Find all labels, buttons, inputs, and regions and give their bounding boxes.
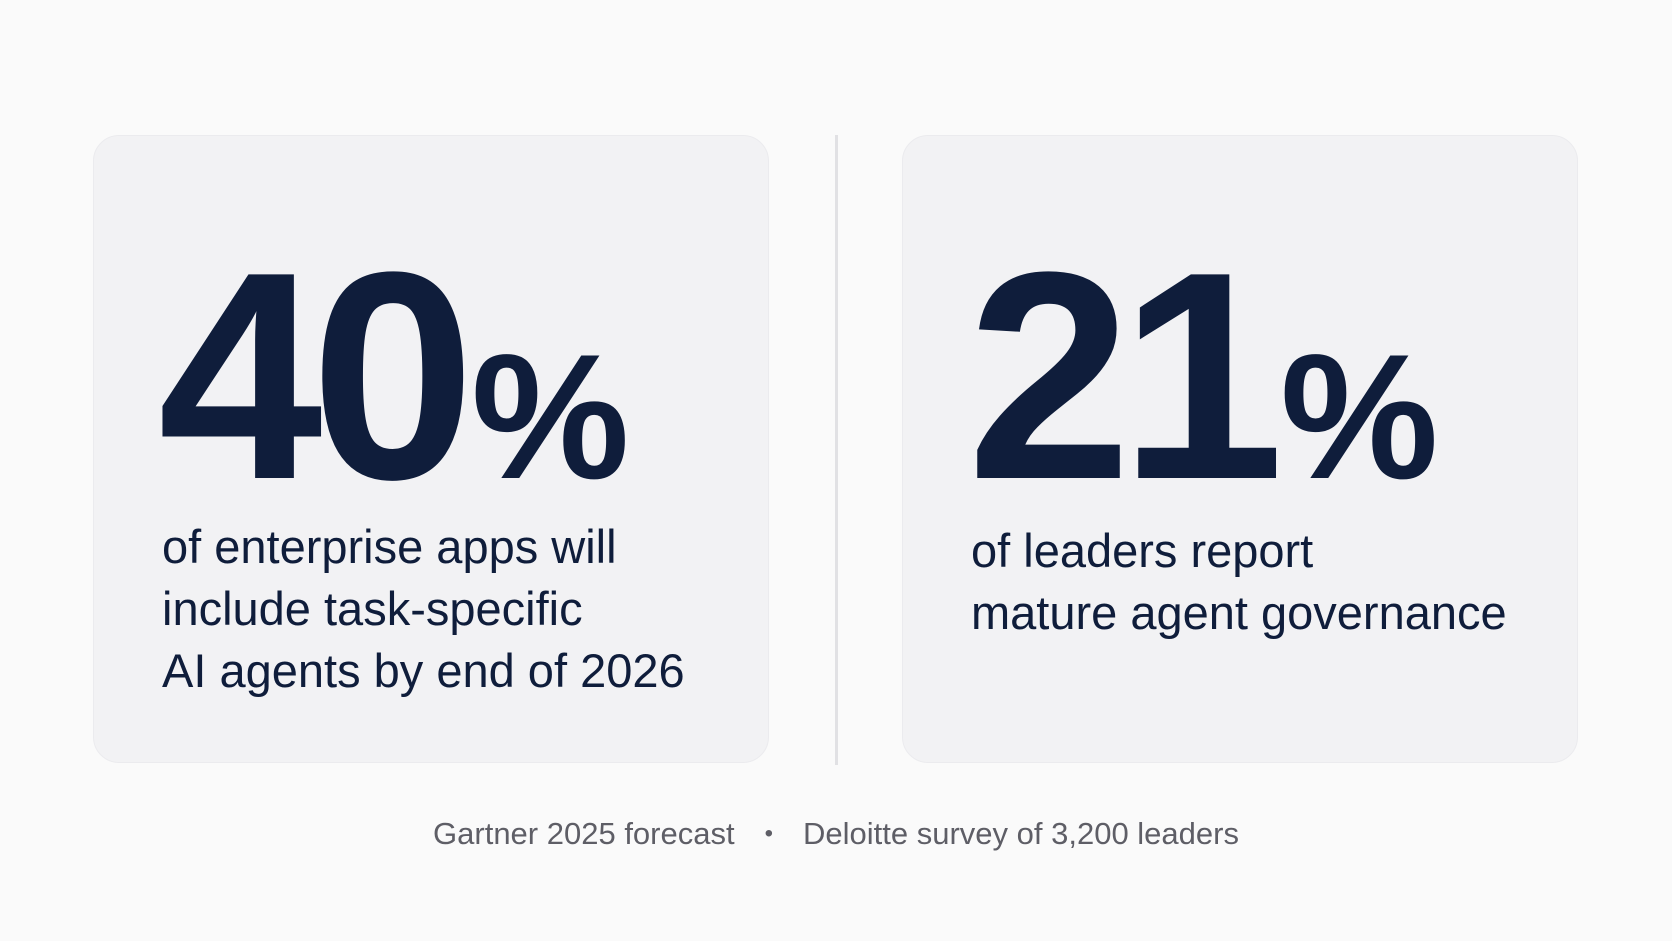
stat-description-line: of leaders report <box>971 524 1314 577</box>
stat-number-right: 21 <box>967 210 1284 541</box>
stat-description-line: of enterprise apps will <box>162 520 617 573</box>
stat-card-right: 21% of leaders report mature agent gover… <box>902 135 1578 763</box>
stat-value-right: 21% <box>967 228 1439 524</box>
stat-description-right: of leaders report mature agent governanc… <box>971 520 1551 644</box>
bullet-separator: • <box>764 820 773 847</box>
vertical-divider <box>835 135 838 765</box>
stat-description-left: of enterprise apps will include task-spe… <box>162 516 742 702</box>
stat-percent-left: % <box>471 317 630 516</box>
stat-percent-right: % <box>1280 317 1439 516</box>
stat-description-line: include task-specific <box>162 582 583 635</box>
source-deloitte: Deloitte survey of 3,200 leaders <box>803 816 1239 851</box>
stat-value-left: 40% <box>158 228 630 524</box>
stat-card-left: 40% of enterprise apps will include task… <box>93 135 769 763</box>
source-gartner: Gartner 2025 forecast <box>433 816 735 851</box>
stat-description-line: mature agent governance <box>971 586 1507 639</box>
sources-footer: Gartner 2025 forecast • Deloitte survey of… <box>0 816 1672 852</box>
stat-number-left: 40 <box>158 210 475 541</box>
stat-description-line: AI agents by end of 2026 <box>162 644 685 697</box>
